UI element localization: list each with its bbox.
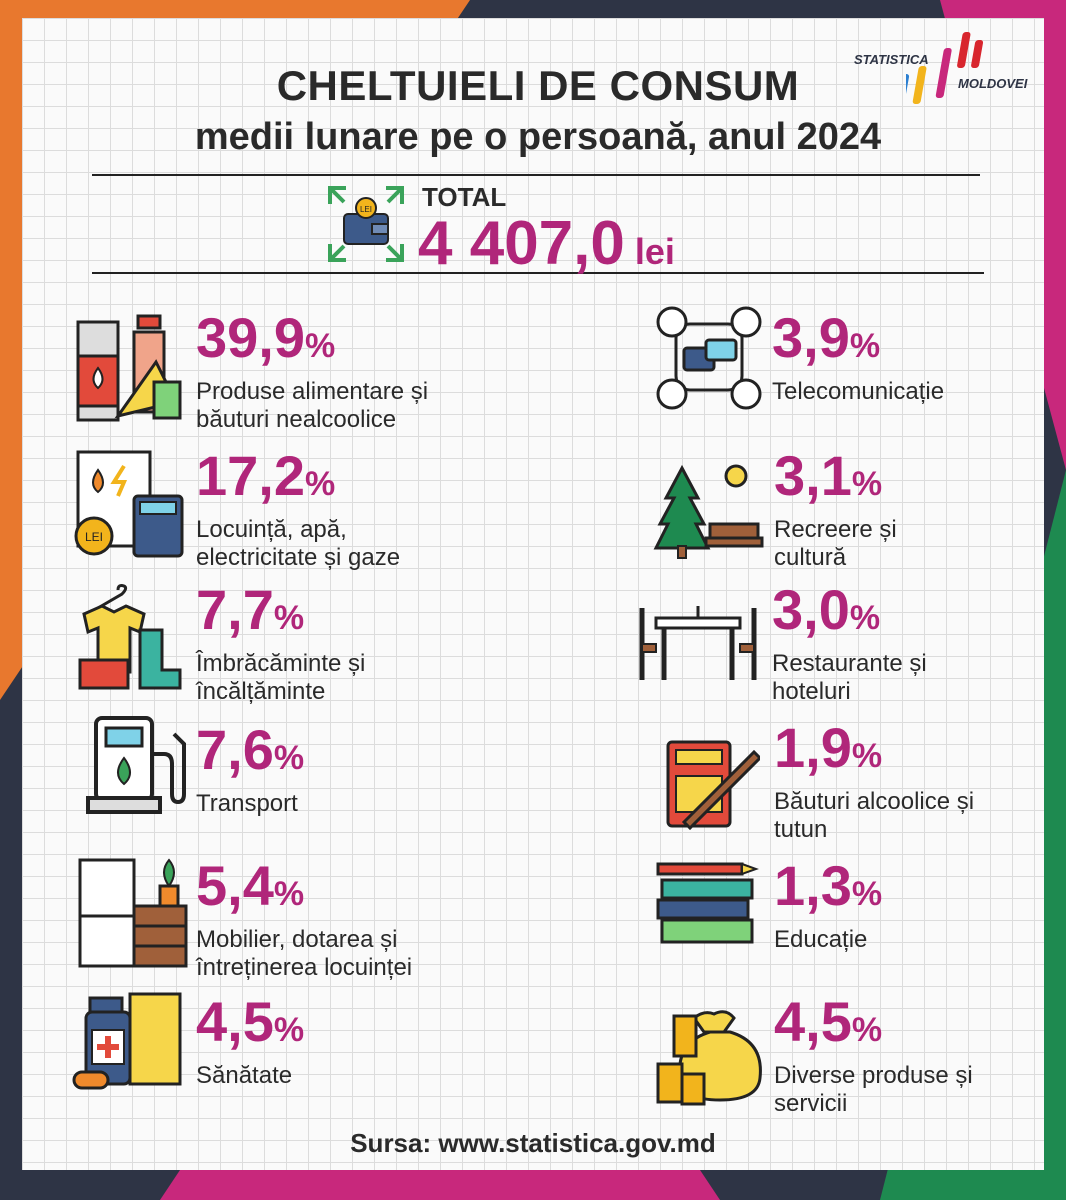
logo-text-2: MOLDOVEI — [958, 76, 1028, 91]
category-percent: 4,5 — [196, 990, 274, 1053]
logo-bars-icon — [906, 32, 984, 104]
percent-sign: % — [849, 327, 881, 365]
percent-sign: % — [851, 1011, 883, 1049]
category-percent: 7,7 — [196, 578, 274, 641]
category-furniture: 5,4% Mobilier, dotarea și întreținerea lo… — [196, 858, 412, 982]
category-misc: 4,5% Diverse produse și servicii — [774, 994, 973, 1118]
clothing-icon — [78, 584, 182, 690]
category-percent: 3,0 — [772, 578, 850, 641]
category-health: 4,5% Sănătate — [196, 994, 304, 1090]
percent-sign: % — [851, 875, 883, 913]
category-percent: 17,2 — [196, 444, 305, 507]
total-value-wrap: 4 407,0 lei — [418, 208, 675, 279]
category-percent: 1,3 — [774, 854, 852, 917]
category-label-line: Telecomunicație — [772, 378, 945, 405]
wallet-lei-icon: LEI — [328, 186, 404, 262]
telecom-icon — [656, 306, 762, 410]
percent-sign: % — [273, 1011, 305, 1049]
food-drinks-icon — [76, 314, 182, 422]
category-recreation: 3,1% Recreere și cultură — [774, 448, 897, 572]
category-label-line: Diverse produse și — [774, 1062, 973, 1089]
utilities-icon: LEI — [74, 450, 184, 558]
category-label-line: încălțăminte — [196, 678, 326, 705]
percent-sign: % — [851, 737, 883, 775]
total-unit: lei — [634, 231, 675, 272]
percent-sign: % — [849, 599, 881, 637]
percent-sign: % — [305, 327, 336, 365]
category-label-line: Locuință, apă, — [196, 516, 347, 543]
percent-sign: % — [305, 465, 336, 503]
category-percent: 4,5 — [774, 990, 852, 1053]
divider-top — [92, 174, 980, 176]
category-percent: 39,9 — [196, 306, 305, 369]
category-label-line: Mobilier, dotarea și — [196, 926, 398, 953]
category-label-line: hoteluri — [772, 678, 851, 705]
total-value: 4 407,0 — [418, 209, 625, 278]
category-label-line: Sănătate — [196, 1062, 293, 1089]
medicine-icon — [72, 992, 182, 1090]
category-percent: 3,9 — [772, 306, 850, 369]
books-icon — [656, 862, 759, 944]
statistica-moldovei-logo: STATISTICA MOLDOVEI — [850, 26, 1040, 110]
category-clothing: 7,7% Îmbrăcăminte și încălțăminte — [196, 582, 365, 706]
category-housing: 17,2% Locuință, apă, electricitate și gaz… — [196, 448, 400, 572]
percent-sign: % — [273, 875, 305, 913]
category-label-line: băuturi nealcoolice — [196, 406, 397, 433]
content-panel — [22, 18, 1044, 1170]
category-label-line: Educație — [774, 926, 868, 953]
percent-sign: % — [273, 599, 305, 637]
money-bag-icon — [656, 1010, 762, 1106]
category-alcohol-tobacco: 1,9% Băuturi alcoolice și tutun — [774, 720, 974, 844]
category-label-line: Transport — [196, 790, 298, 817]
category-label-line: Îmbrăcăminte și — [196, 650, 366, 677]
category-label-line: electricitate și gaze — [196, 544, 401, 571]
percent-sign: % — [851, 465, 883, 503]
category-label-line: Produse alimentare și — [196, 378, 429, 405]
restaurant-icon — [639, 606, 757, 680]
category-transport: 7,6% Transport — [196, 722, 304, 818]
category-percent: 1,9 — [774, 716, 852, 779]
tobacco-icon — [666, 740, 760, 830]
category-percent: 5,4 — [196, 854, 274, 917]
page-title: CHELTUIELI DE CONSUM — [276, 62, 800, 109]
category-percent: 7,6 — [196, 718, 274, 781]
recreation-icon — [653, 464, 764, 559]
category-percent: 3,1 — [774, 444, 852, 507]
fuel-pump-icon — [86, 716, 186, 814]
category-label-line: cultură — [774, 544, 847, 571]
category-label-line: tutun — [774, 816, 828, 843]
logo-text-1: STATISTICA — [854, 52, 929, 67]
category-label-line: întreținerea locuinței — [196, 954, 413, 981]
category-education: 1,3% Educație — [774, 858, 882, 954]
svg-text:LEI: LEI — [85, 530, 103, 544]
total-label: TOTAL — [422, 182, 507, 212]
category-restaurants: 3,0% Restaurante și hoteluri — [772, 582, 927, 706]
divider-bottom — [92, 272, 984, 274]
source-footer: Sursa: www.statistica.gov.md — [350, 1128, 716, 1158]
category-food: 39,9% Produse alimentare și băuturi nealc… — [196, 310, 428, 434]
category-label-line: Recreere și — [774, 516, 897, 543]
category-label-line: servicii — [774, 1090, 848, 1117]
furniture-icon — [78, 858, 188, 968]
category-label-line: Restaurante și — [772, 650, 927, 677]
category-label-line: Băuturi alcoolice și — [774, 788, 975, 815]
svg-text:LEI: LEI — [360, 205, 372, 214]
category-telecom: 3,9% Telecomunicație — [772, 310, 944, 406]
percent-sign: % — [273, 739, 305, 777]
page-subtitle: medii lunare pe o persoană, anul 2024 — [194, 116, 882, 158]
